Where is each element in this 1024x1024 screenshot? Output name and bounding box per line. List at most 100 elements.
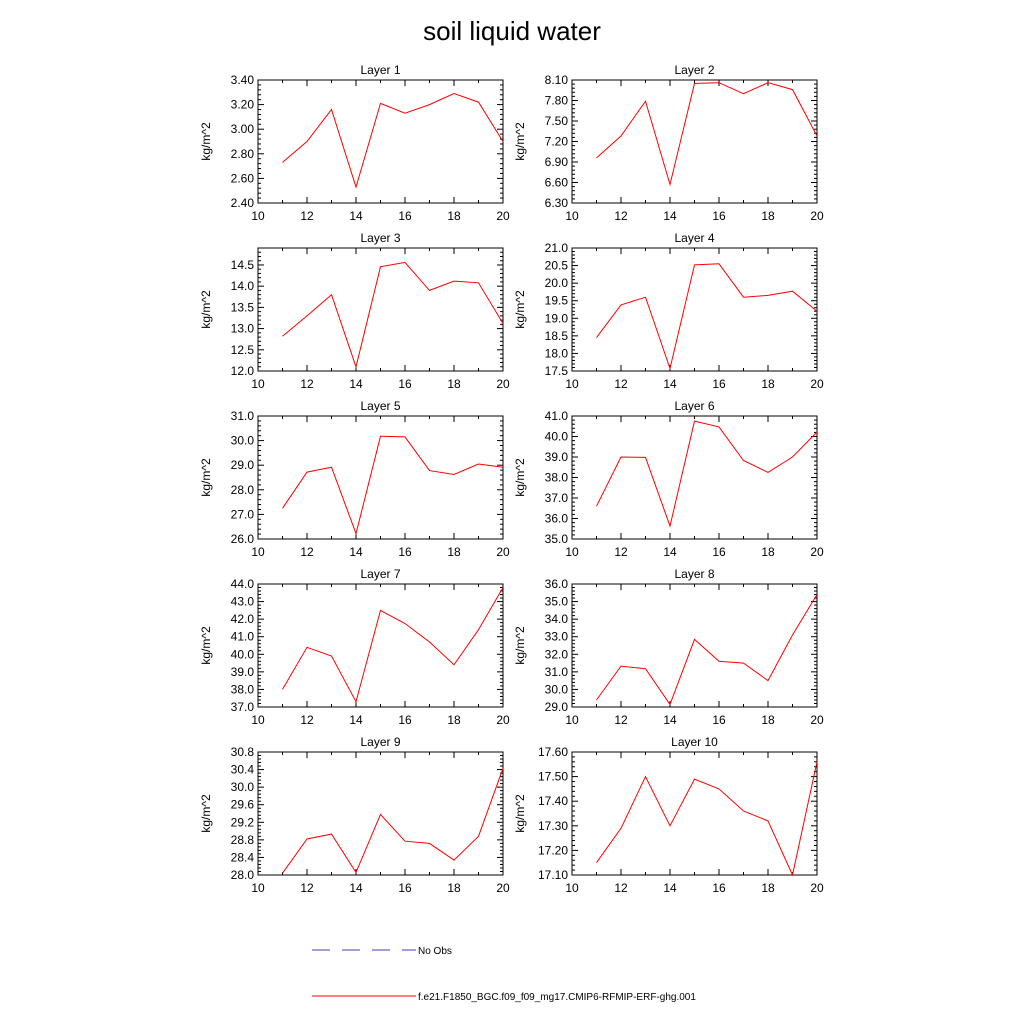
y-tick-label: 31.0 <box>231 409 255 423</box>
y-tick-label: 19.0 <box>545 311 569 325</box>
x-tick-label: 20 <box>496 209 510 223</box>
panel-layer-10: Layer 10 kg/m^2 10 12 14 16 18 20 17.10 17.20 17.3… <box>513 735 824 895</box>
y-tick-label: 17.10 <box>538 868 568 882</box>
series-line <box>596 420 818 528</box>
x-tick-label: 14 <box>349 545 363 559</box>
x-tick-label: 16 <box>398 377 412 391</box>
y-tick-label: 17.20 <box>538 843 568 857</box>
x-tick-label: 10 <box>565 545 579 559</box>
panel-title: Layer 6 <box>674 399 714 413</box>
y-tick-label: 44.0 <box>231 577 255 591</box>
x-tick-label: 14 <box>663 713 677 727</box>
x-tick-label: 16 <box>398 881 412 895</box>
x-tick-label: 14 <box>663 545 677 559</box>
panel-title: Layer 7 <box>360 567 400 581</box>
y-tick-label: 13.5 <box>231 300 255 314</box>
y-tick-label: 40.0 <box>231 647 255 661</box>
y-tick-label: 29.0 <box>231 458 255 472</box>
y-tick-label: 20.5 <box>545 259 569 273</box>
y-axis-label: kg/m^2 <box>513 122 527 161</box>
y-tick-label: 2.80 <box>231 147 255 161</box>
y-axis-label: kg/m^2 <box>199 458 213 497</box>
y-axis-label: kg/m^2 <box>513 626 527 665</box>
y-axis-label: kg/m^2 <box>199 794 213 833</box>
y-tick-label: 40.0 <box>545 430 569 444</box>
y-tick-label: 28.4 <box>231 850 255 864</box>
y-tick-label: 33.0 <box>545 630 569 644</box>
y-tick-label: 38.0 <box>545 471 569 485</box>
legend-label-2: f.e21.F1850_BGC.f09_f09_mg17.CMIP6-RFMIP… <box>418 992 696 1003</box>
y-tick-label: 29.0 <box>545 700 569 714</box>
series-line <box>282 587 504 704</box>
series-line <box>282 435 504 536</box>
x-tick-label: 10 <box>565 881 579 895</box>
x-tick-label: 14 <box>349 377 363 391</box>
panel-layer-9: Layer 9 kg/m^2 10 12 14 16 18 20 28.0 28.4 28.8 29.… <box>199 735 510 895</box>
y-tick-label: 7.20 <box>545 135 569 149</box>
plot-frame <box>257 583 504 708</box>
x-tick-label: 20 <box>810 881 824 895</box>
y-tick-label: 6.30 <box>545 196 569 210</box>
y-tick-label: 37.0 <box>545 491 569 505</box>
series-line <box>282 768 504 874</box>
panel-layer-2: Layer 2 kg/m^2 10 12 14 16 18 20 6.30 6.60 6.90 7.2… <box>513 63 824 223</box>
y-tick-label: 20.0 <box>545 276 569 290</box>
y-tick-label: 30.0 <box>231 434 255 448</box>
x-tick-label: 14 <box>349 881 363 895</box>
series-line <box>596 263 818 371</box>
legend-label-1: No Obs <box>418 946 452 957</box>
series-line <box>282 261 504 369</box>
y-tick-label: 28.8 <box>231 833 255 847</box>
x-tick-label: 14 <box>663 209 677 223</box>
x-tick-label: 20 <box>496 545 510 559</box>
x-tick-label: 18 <box>761 713 775 727</box>
y-tick-label: 3.20 <box>231 98 255 112</box>
y-tick-label: 19.5 <box>545 294 569 308</box>
series-line <box>596 82 818 187</box>
panels: Layer 1 kg/m^2 10 12 14 16 18 20 2.40 2.60 2.80 3.0… <box>199 63 824 895</box>
plot-frame <box>571 415 818 540</box>
x-tick-label: 16 <box>712 881 726 895</box>
y-tick-label: 7.80 <box>545 94 569 108</box>
y-tick-label: 42.0 <box>231 612 255 626</box>
x-tick-label: 10 <box>251 209 265 223</box>
y-tick-label: 26.0 <box>231 532 255 546</box>
y-tick-label: 30.4 <box>231 763 255 777</box>
x-tick-label: 16 <box>398 545 412 559</box>
y-tick-label: 12.5 <box>231 343 255 357</box>
x-tick-label: 10 <box>565 713 579 727</box>
y-tick-label: 3.40 <box>231 73 255 87</box>
panel-layer-6: Layer 6 kg/m^2 10 12 14 16 18 20 35.0 36.0 37.0 38.… <box>513 399 824 559</box>
y-axis-label: kg/m^2 <box>513 290 527 329</box>
x-tick-label: 18 <box>761 209 775 223</box>
y-tick-label: 18.0 <box>545 346 569 360</box>
y-tick-label: 32.0 <box>545 647 569 661</box>
x-tick-label: 20 <box>810 377 824 391</box>
x-tick-label: 12 <box>614 209 628 223</box>
y-tick-label: 27.0 <box>231 507 255 521</box>
x-tick-label: 12 <box>300 209 314 223</box>
y-tick-label: 30.0 <box>545 682 569 696</box>
y-tick-label: 39.0 <box>231 665 255 679</box>
x-tick-label: 20 <box>810 713 824 727</box>
x-tick-label: 18 <box>447 881 461 895</box>
y-tick-label: 41.0 <box>545 409 569 423</box>
series-line <box>596 761 818 877</box>
x-tick-label: 12 <box>614 713 628 727</box>
legend: No Obs f.e21.F1850_BGC.f09_f09_mg17.CMIP6… <box>312 946 696 1003</box>
y-tick-label: 36.0 <box>545 577 569 591</box>
y-tick-label: 3.00 <box>231 122 255 136</box>
y-tick-label: 6.90 <box>545 155 569 169</box>
y-tick-label: 28.0 <box>231 483 255 497</box>
y-tick-label: 30.8 <box>231 745 255 759</box>
y-tick-label: 35.0 <box>545 532 569 546</box>
panel-title: Layer 9 <box>360 735 400 749</box>
y-tick-label: 35.0 <box>545 595 569 609</box>
x-tick-label: 10 <box>251 377 265 391</box>
x-tick-label: 10 <box>565 377 579 391</box>
x-tick-label: 18 <box>447 377 461 391</box>
plot-frame <box>257 79 504 204</box>
x-tick-label: 16 <box>712 209 726 223</box>
y-tick-label: 39.0 <box>545 450 569 464</box>
